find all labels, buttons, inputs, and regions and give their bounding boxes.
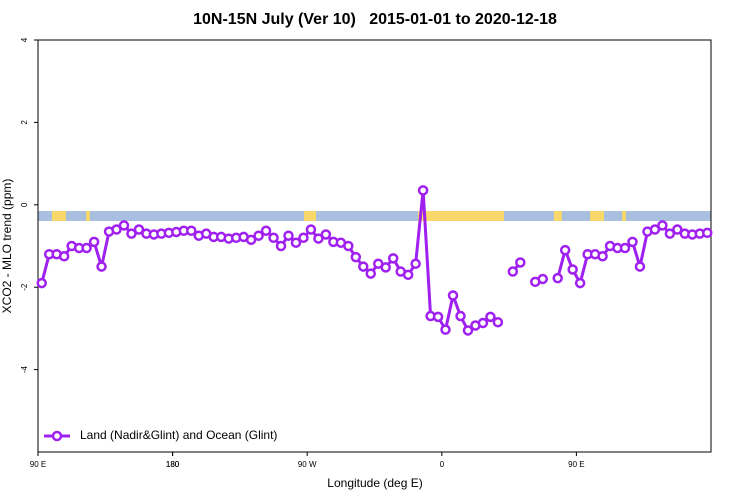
data-point <box>290 237 302 248</box>
chart-title: 10N-15N July (Ver 10) 2015-01-01 to 2020… <box>193 11 557 28</box>
data-point <box>559 244 571 256</box>
data-point <box>627 236 638 248</box>
data-point <box>260 225 272 237</box>
data-point <box>552 272 563 284</box>
data-point <box>619 242 631 254</box>
x-tick-label: 90 E <box>30 460 46 469</box>
data-point <box>515 257 526 268</box>
data-point <box>81 242 92 254</box>
data-point <box>507 266 519 277</box>
data-point <box>634 261 646 272</box>
x-tick-label: 180 <box>166 460 180 469</box>
data-point <box>245 234 257 246</box>
data-point <box>58 251 70 262</box>
data-point <box>320 229 332 240</box>
data-point <box>447 290 459 301</box>
data-point <box>387 253 399 264</box>
data-point <box>298 232 309 244</box>
data-point <box>410 258 421 269</box>
data-point <box>96 261 107 272</box>
data-point <box>537 273 548 285</box>
data-point <box>343 240 354 252</box>
data-point <box>702 227 713 239</box>
data-point <box>567 264 578 275</box>
data-point <box>350 251 362 263</box>
y-tick-label: 0 <box>20 202 29 207</box>
data-point <box>268 232 279 244</box>
y-tick-label: -4 <box>20 365 29 373</box>
data-point <box>402 269 414 281</box>
data-point <box>672 224 683 235</box>
data-point <box>440 324 451 335</box>
data-point <box>313 233 324 244</box>
data-point <box>477 317 489 329</box>
x-tick-label: 90 E <box>568 460 584 469</box>
data-point <box>36 277 47 289</box>
data-point <box>126 228 137 239</box>
y-tick-label: -2 <box>20 283 29 291</box>
data-point <box>358 261 369 272</box>
x-tick-label: 90 W <box>298 460 317 469</box>
data-point <box>186 225 197 237</box>
data-point <box>462 325 474 336</box>
data-point <box>574 277 586 289</box>
data-point <box>380 262 391 273</box>
data-point <box>133 224 145 235</box>
data-point <box>275 240 287 252</box>
x-tick-label: 180 <box>166 460 180 469</box>
data-point <box>649 224 661 235</box>
land-ocean-strip <box>38 211 711 221</box>
legend-marker <box>51 430 63 442</box>
data-point <box>305 224 317 235</box>
y-axis-label: XCO2 - MLO trend (ppm) <box>0 179 14 314</box>
data-point <box>111 224 122 235</box>
data-point <box>432 311 444 323</box>
data-point <box>492 316 504 328</box>
y-tick-label: 2 <box>20 120 29 125</box>
data-point <box>283 230 294 241</box>
legend-label: Land (Nadir&Glint) and Ocean (Glint) <box>80 428 277 442</box>
data-point <box>417 185 429 196</box>
data-point <box>455 310 466 322</box>
data-point <box>664 228 676 239</box>
data-point <box>485 311 496 323</box>
x-tick-label: 0 <box>440 460 445 469</box>
data-point <box>88 236 100 248</box>
data-point <box>657 220 668 231</box>
data-point <box>597 251 608 262</box>
data-point <box>118 220 130 231</box>
data-point <box>253 230 264 241</box>
y-tick-label: 4 <box>20 37 29 42</box>
data-point <box>365 268 377 279</box>
x-axis-label: Longitude (deg E) <box>327 476 422 490</box>
plot-frame <box>37 39 712 453</box>
